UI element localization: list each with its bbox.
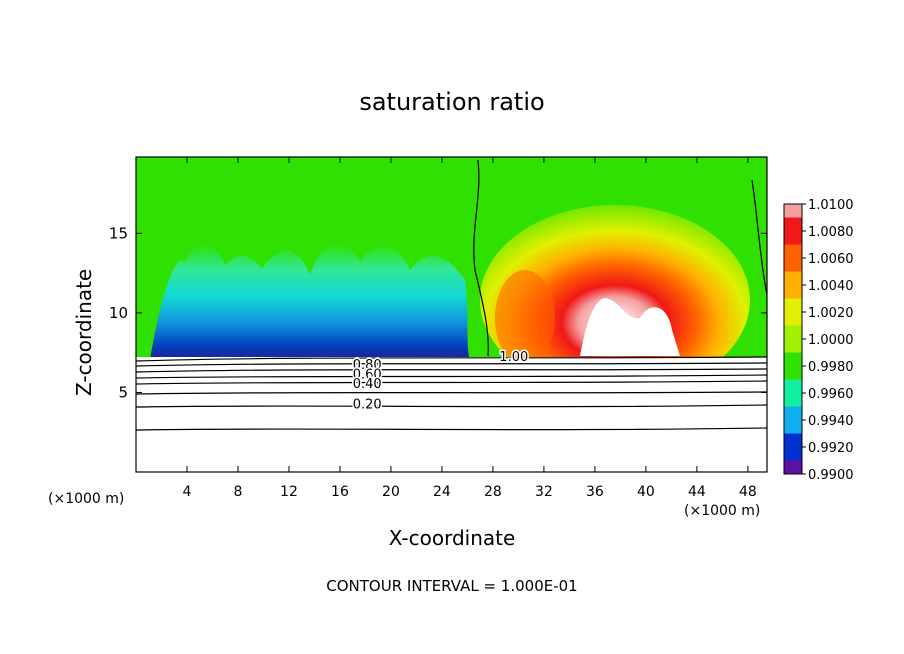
colorbar-label: 0.9920 xyxy=(808,441,854,456)
colorbar-swatch xyxy=(784,244,802,272)
x-tick-label: 36 xyxy=(586,484,604,500)
x-tick-label: 20 xyxy=(382,484,400,500)
x-axis-label: X-coordinate xyxy=(388,526,516,550)
colorbar-label: 0.9900 xyxy=(808,468,854,483)
contour-label: 0.60 xyxy=(353,367,382,382)
plot-frame xyxy=(135,156,768,473)
colorbar-label: 0.9940 xyxy=(808,414,854,429)
colorbar-swatch xyxy=(784,217,802,245)
contour-label: 1.00 xyxy=(499,350,528,365)
x-tick-label: 24 xyxy=(433,484,451,500)
colorbar-label: 1.0080 xyxy=(808,225,854,240)
colorbar-label: 1.0000 xyxy=(808,333,854,348)
colorbar-swatch xyxy=(784,460,802,474)
colorbar-label: 0.9960 xyxy=(808,387,854,402)
contour-label: 0.80 xyxy=(353,358,382,373)
x-unit-label-right: (×1000 m) xyxy=(684,503,761,519)
x-tick-label: 40 xyxy=(637,484,655,500)
colorbar-label: 1.0060 xyxy=(808,252,854,267)
x-tick-label: 44 xyxy=(688,484,706,500)
colorbar: 1.0100 1.0080 1.0060 1.0040 1.0020 1.0000 0.99… xyxy=(783,198,854,483)
y-tick-label: 10 xyxy=(109,304,128,322)
colorbar-label: 0.9980 xyxy=(808,360,854,375)
x-tick-label: 28 xyxy=(484,484,502,500)
colorbar-label: 1.0040 xyxy=(808,279,854,294)
colorbar-label: 1.0100 xyxy=(808,198,854,213)
contour-label: 0.40 xyxy=(353,377,382,392)
x-unit-label-left: (×1000 m) xyxy=(48,491,125,507)
contour-labels: 1.00 0.800.600.40 0.20 xyxy=(351,348,530,414)
contour-interval-note: CONTOUR INTERVAL = 1.000E-01 xyxy=(326,577,578,595)
x-tick-label: 32 xyxy=(535,484,553,500)
x-tick-label: 48 xyxy=(739,484,757,500)
colorbar-swatch xyxy=(784,406,802,434)
y-tick-label: 5 xyxy=(118,383,128,401)
x-tick-label: 8 xyxy=(234,484,243,500)
x-tick-label: 16 xyxy=(331,484,349,500)
y-tick-label: 15 xyxy=(109,224,128,242)
colorbar-label: 1.0020 xyxy=(808,306,854,321)
chart-title: saturation ratio xyxy=(359,88,545,116)
colorbar-swatch xyxy=(784,433,802,461)
x-axis-ticks: 4 8 12 16 20 24 28 32 36 40 44 48 xyxy=(183,157,757,500)
colorbar-swatch xyxy=(784,204,802,218)
colorbar-swatch xyxy=(784,352,802,380)
x-tick-label: 12 xyxy=(280,484,298,500)
heatmap-field xyxy=(136,157,767,472)
y-axis-ticks: 5 10 15 xyxy=(109,224,767,401)
colorbar-swatch xyxy=(784,271,802,299)
colorbar-swatch xyxy=(784,325,802,353)
x-tick-label: 4 xyxy=(183,484,192,500)
colorbar-swatch xyxy=(784,298,802,326)
colorbar-swatch xyxy=(784,379,802,407)
contour-lines xyxy=(135,159,768,431)
contour-label: 0.20 xyxy=(353,398,382,413)
